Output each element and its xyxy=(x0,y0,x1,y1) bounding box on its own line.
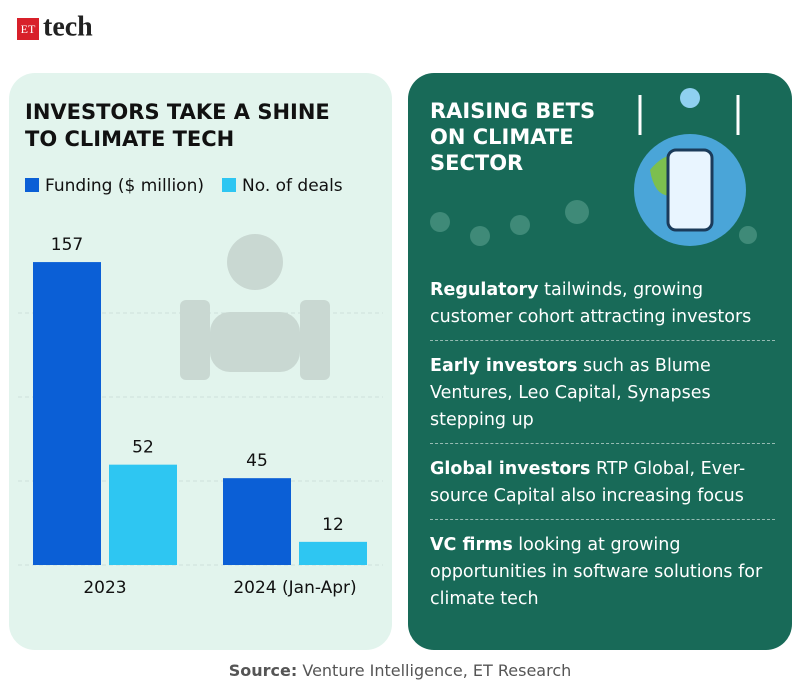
chart-title-text: INVESTORS TAKE A SHINE xyxy=(25,100,330,124)
handshake-icon xyxy=(180,234,330,380)
panel-title: RAISING BETS ON CLIMATE SECTOR xyxy=(430,99,596,175)
legend-label: Funding ($ million) xyxy=(45,176,204,196)
item-bold: Early investors xyxy=(430,356,578,376)
climate-illustration xyxy=(430,88,757,246)
info-item: VC firms looking at growing opportunitie… xyxy=(430,529,775,622)
value-label: 12 xyxy=(322,515,344,535)
legend-swatch xyxy=(25,178,39,192)
item-text: RTP Global, Ever-source Capital also inc… xyxy=(430,459,746,506)
bar xyxy=(33,262,101,565)
source-label: Source: xyxy=(228,661,298,680)
logo-et: ET xyxy=(21,22,36,36)
info-item: Regulatory tailwinds, growing customer c… xyxy=(430,274,775,341)
logo-tech: tech xyxy=(43,11,93,42)
source: Source: Venture Intelligence, ET Researc… xyxy=(0,661,800,680)
value-label: 52 xyxy=(132,438,154,458)
item-text: looking at growing opportunities in soft… xyxy=(430,535,763,609)
chart-title-text: TO CLIMATE TECH xyxy=(25,127,234,151)
bar xyxy=(223,478,291,565)
bar xyxy=(299,541,367,565)
info-item: Global investors RTP Global, Ever-source… xyxy=(430,453,775,520)
value-label: 157 xyxy=(51,235,83,255)
item-bold: Global investors xyxy=(430,459,591,479)
item-text: such as Blume Ventures, Leo Capital, Syn… xyxy=(430,356,711,430)
legend-swatch xyxy=(222,178,236,192)
value-label: 45 xyxy=(246,451,268,471)
item-bold: Regulatory xyxy=(430,280,539,300)
item-text: tailwinds, growing customer cohort attra… xyxy=(430,280,752,327)
info-item: Early investors such as Blume Ventures, … xyxy=(430,350,775,444)
x-tick-label: 2023 xyxy=(83,578,126,598)
x-tick-label: 2024 (Jan-Apr) xyxy=(233,578,356,598)
logo-box xyxy=(17,18,39,40)
bar xyxy=(109,464,177,565)
item-list: Regulatory tailwinds, growing customer c… xyxy=(430,274,775,631)
legend-label: No. of deals xyxy=(242,176,343,196)
info-content: RAISING BETS ON CLIMATE SECTOR Regulator… xyxy=(430,98,780,609)
chart-title: INVESTORS TAKE A SHINE TO CLIMATE TECH xyxy=(25,100,330,151)
item-bold: VC firms xyxy=(430,535,513,555)
source-text: Venture Intelligence, ET Research xyxy=(297,661,572,680)
